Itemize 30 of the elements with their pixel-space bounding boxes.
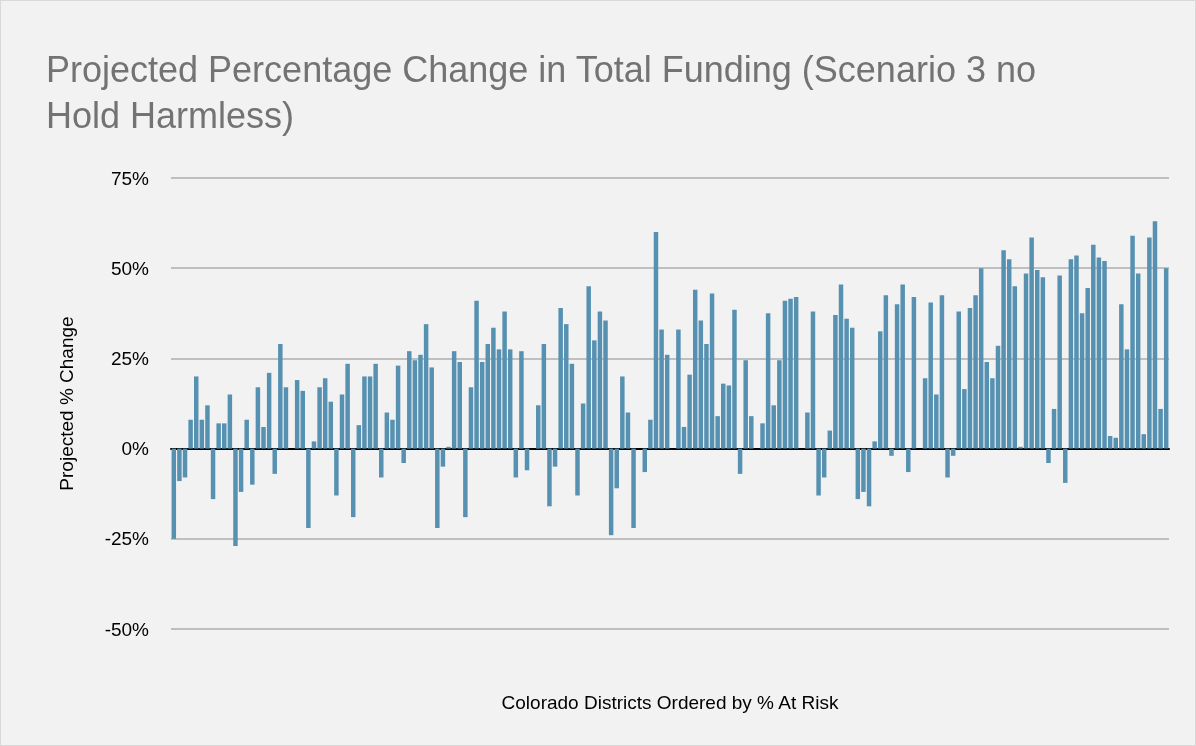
- bar: [1063, 448, 1068, 483]
- bar: [541, 343, 547, 449]
- y-tick-label: 25%: [110, 347, 150, 369]
- bar: [300, 390, 305, 449]
- bar: [334, 448, 339, 496]
- bar: [328, 401, 334, 449]
- y-tick-label: 50%: [110, 257, 150, 279]
- bar: [272, 448, 277, 474]
- bar: [463, 448, 468, 518]
- bar: [536, 405, 541, 449]
- bar: [294, 380, 300, 449]
- y-tick-label: 75%: [110, 167, 150, 189]
- y-tick-label: -50%: [104, 618, 150, 640]
- bar: [457, 362, 462, 449]
- bar: [250, 448, 255, 485]
- bar: [1046, 448, 1051, 464]
- bar: [575, 448, 580, 496]
- y-axis-title: Projected % Change: [56, 316, 77, 491]
- bar: [401, 448, 406, 464]
- bar: [306, 448, 311, 528]
- bar: [244, 419, 249, 449]
- bar: [883, 295, 889, 449]
- y-tick-label: -25%: [104, 528, 150, 550]
- bar: [631, 448, 636, 528]
- bar: [889, 448, 894, 456]
- bar: [519, 351, 524, 449]
- x-axis-title: Colorado Districts Ordered by % At Risk: [501, 692, 839, 713]
- bar: [906, 448, 911, 473]
- chart-title: Projected Percentage Change in Total Funding (Scenario 3 no Hold Harmless): [46, 48, 1046, 136]
- y-tick-label: 0%: [121, 438, 150, 460]
